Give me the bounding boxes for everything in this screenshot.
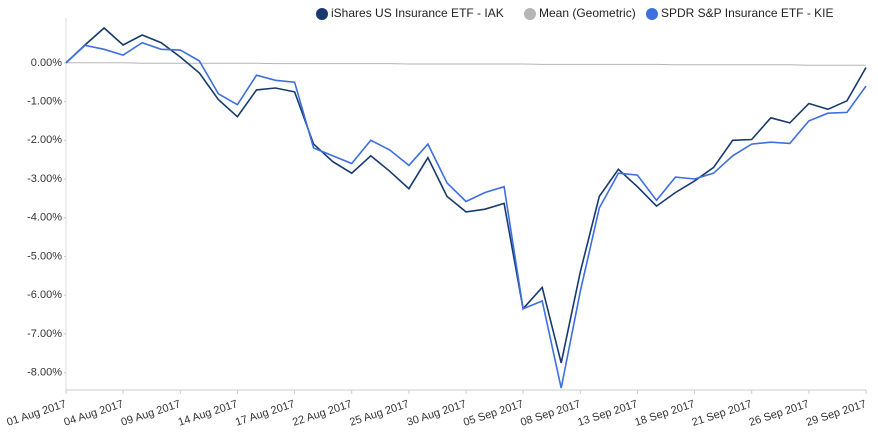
legend: iShares US Insurance ETF - IAK Mean (Geom… xyxy=(316,6,834,20)
x-tick-label: 30 Aug 2017 xyxy=(405,398,467,429)
y-tick-label: -8.00% xyxy=(27,366,62,378)
x-tick-label: 17 Aug 2017 xyxy=(234,398,296,429)
x-tick-label: 04 Aug 2017 xyxy=(62,398,124,429)
legend-label: SPDR S&P Insurance ETF - KIE xyxy=(661,6,834,20)
x-tick-label: 22 Aug 2017 xyxy=(291,398,353,429)
legend-label: iShares US Insurance ETF - IAK xyxy=(331,6,504,20)
x-tick-label: 01 Aug 2017 xyxy=(5,398,67,429)
series-line xyxy=(66,62,866,66)
x-tick-label: 29 Sep 2017 xyxy=(805,398,868,429)
y-tick-label: 0.00% xyxy=(31,57,62,69)
y-tick-label: -5.00% xyxy=(27,250,62,262)
legend-marker xyxy=(524,8,536,20)
y-tick-label: -3.00% xyxy=(27,173,62,185)
legend-marker xyxy=(316,8,328,20)
y-tick-label: -4.00% xyxy=(27,212,62,224)
y-tick-label: -6.00% xyxy=(27,289,62,301)
x-tick-label: 26 Sep 2017 xyxy=(748,398,811,429)
legend-marker xyxy=(646,8,658,20)
legend-label: Mean (Geometric) xyxy=(539,6,636,20)
x-tick-label: 21 Sep 2017 xyxy=(690,398,753,429)
x-tick-label: 13 Sep 2017 xyxy=(576,398,639,429)
x-tick-label: 05 Sep 2017 xyxy=(462,398,525,429)
x-tick-label: 14 Aug 2017 xyxy=(177,398,239,429)
x-tick-label: 25 Aug 2017 xyxy=(348,398,410,429)
y-tick-label: -7.00% xyxy=(27,328,62,340)
y-tick-label: -2.00% xyxy=(27,134,62,146)
y-tick-label: -1.00% xyxy=(27,95,62,107)
series-line xyxy=(65,41,867,389)
x-tick-label: 08 Sep 2017 xyxy=(519,398,582,429)
series-line xyxy=(65,26,867,364)
x-tick-label: 18 Sep 2017 xyxy=(633,398,696,429)
x-tick-label: 09 Aug 2017 xyxy=(120,398,182,429)
